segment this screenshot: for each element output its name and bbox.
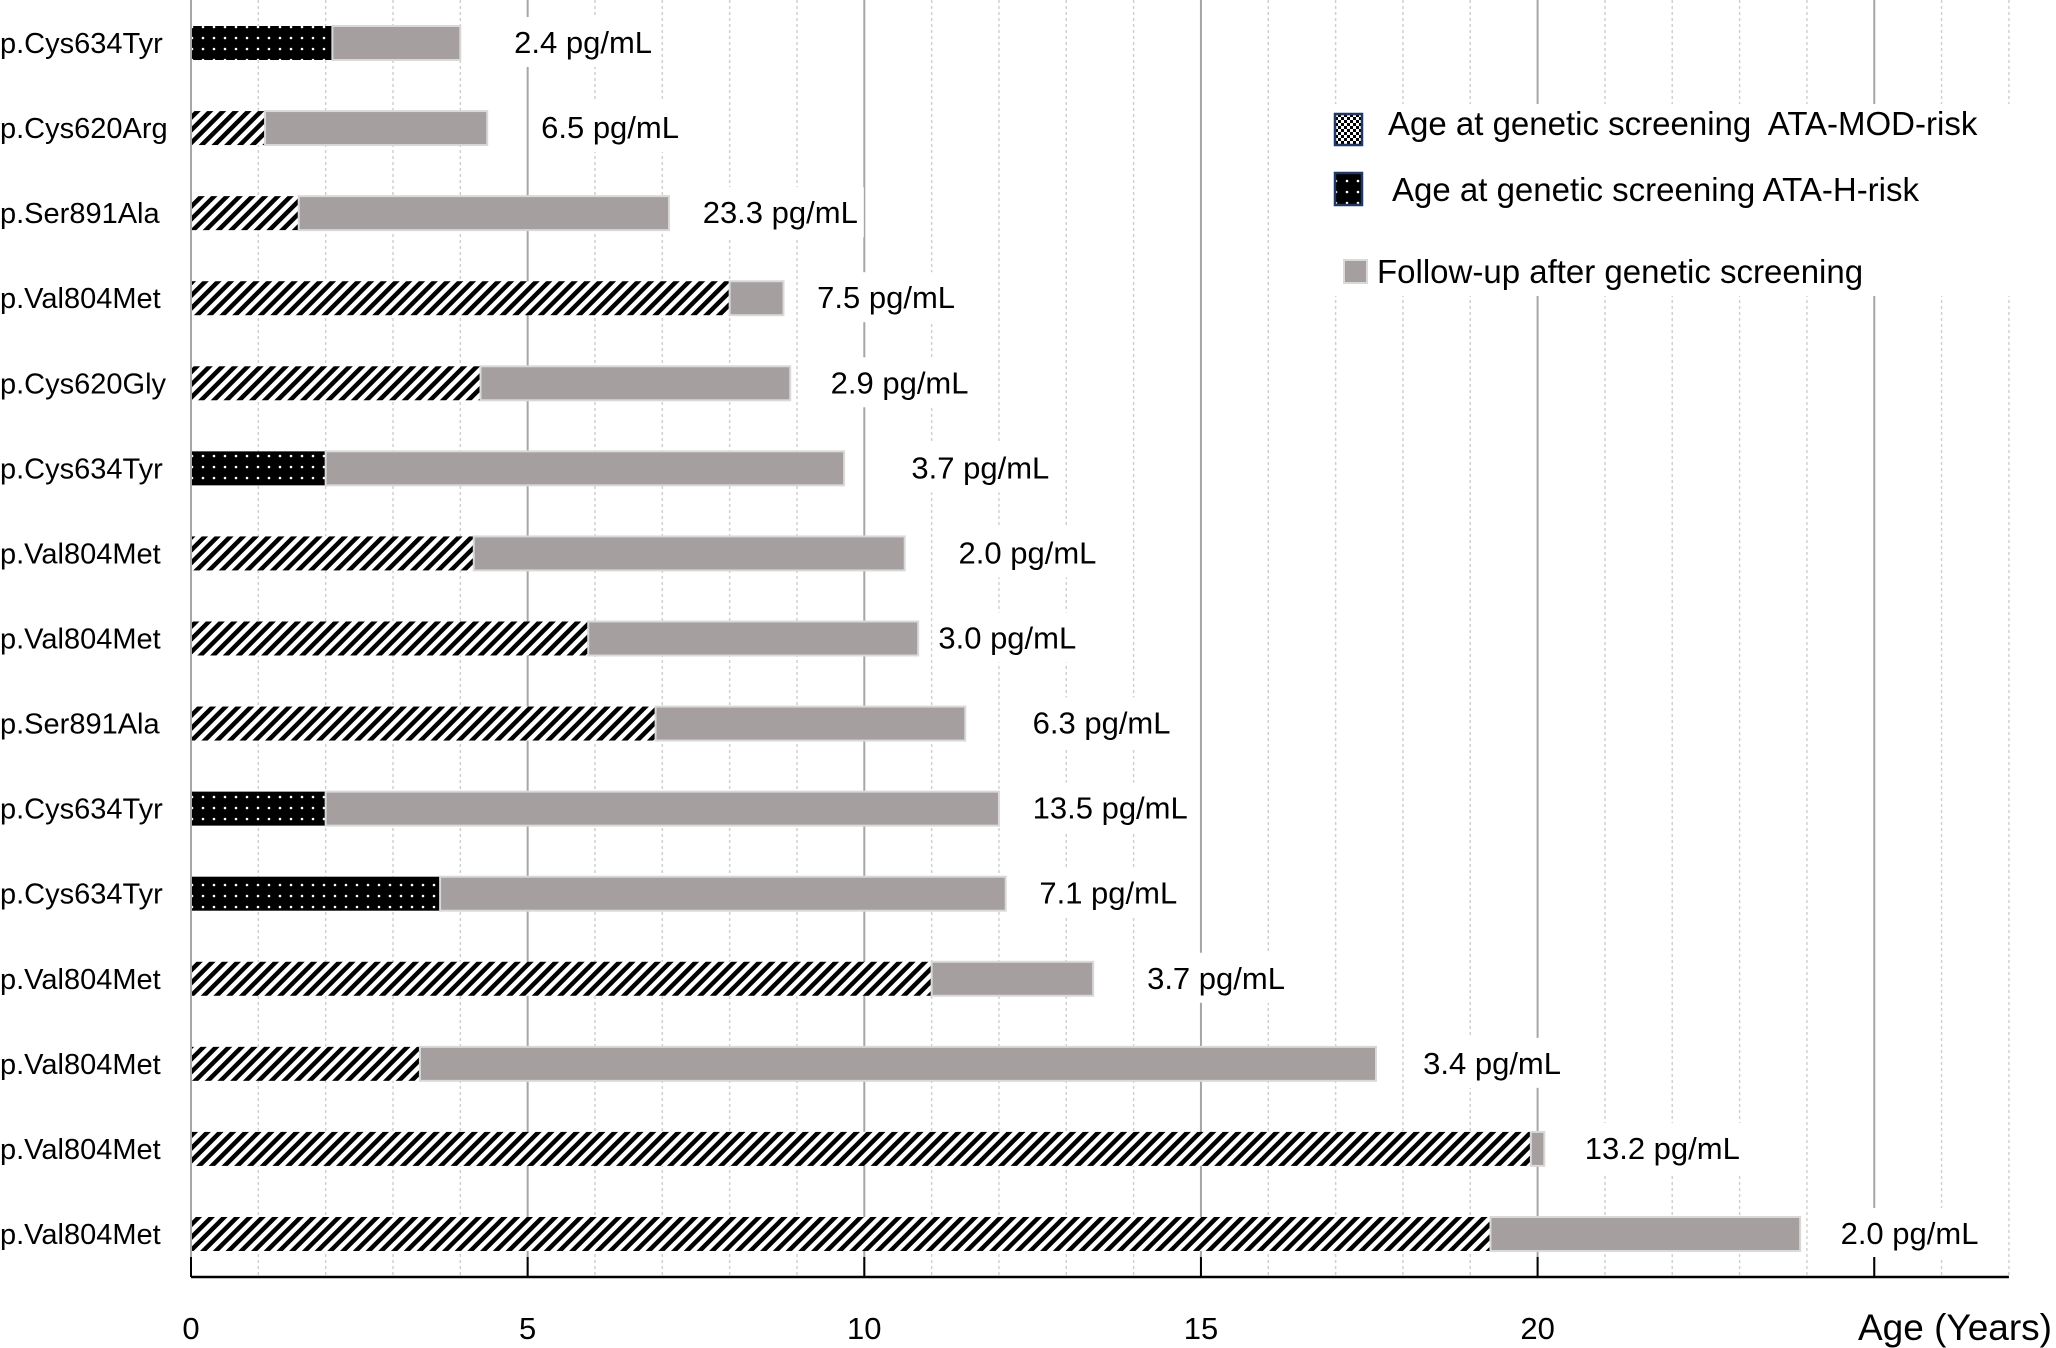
- legend-swatch-mod-risk: [1333, 112, 1364, 147]
- bar-followup: [297, 195, 671, 232]
- category-label: p.Val804Met: [0, 1219, 161, 1251]
- legend-label-followup: Follow-up after genetic screening: [1377, 253, 1863, 290]
- legend-swatch-followup: [1343, 259, 1368, 284]
- bar-followup: [930, 960, 1095, 997]
- value-label-background: [1417, 1037, 1568, 1088]
- bar-followup: [439, 875, 1007, 912]
- bar-screening-age-mod-risk: [191, 706, 656, 741]
- category-label: p.Val804Met: [0, 538, 161, 570]
- value-label-background: [1026, 697, 1177, 748]
- bar-followup: [1529, 1130, 1546, 1167]
- value-label: 3.7 pg/mL: [911, 450, 1049, 485]
- value-label: 7.1 pg/mL: [1039, 876, 1177, 911]
- category-label: p.Ser891Ala: [0, 709, 160, 741]
- bar-screening-age-mod-risk: [191, 366, 481, 401]
- value-label: 2.9 pg/mL: [831, 365, 969, 400]
- legend-label-high-risk: Age at genetic screening ATA-H-risk: [1392, 171, 1920, 208]
- bar-followup: [418, 1045, 1378, 1082]
- bar-screening-age-mod-risk: [191, 281, 730, 316]
- value-label: 2.0 pg/mL: [1841, 1216, 1979, 1251]
- legend: Age at genetic screening ATA-MOD-risk Ag…: [1325, 104, 2040, 296]
- legend-background: [1325, 104, 2040, 296]
- legend-label-mod-risk: Age at genetic screening ATA-MOD-risk: [1388, 105, 1978, 142]
- bar-followup: [331, 25, 462, 61]
- value-label-background: [824, 357, 975, 408]
- x-tick-label: 0: [182, 1311, 199, 1346]
- category-label: p.Cys634Tyr: [0, 794, 163, 826]
- category-label: p.Val804Met: [0, 964, 161, 996]
- category-label: p.Ser891Ala: [0, 198, 160, 230]
- category-label: p.Val804Met: [0, 1134, 161, 1166]
- x-tick-label: 5: [519, 1311, 536, 1346]
- bar-followup: [587, 620, 920, 657]
- bars: [191, 25, 1802, 1252]
- category-label: p.Val804Met: [0, 1049, 161, 1081]
- value-label: 6.5 pg/mL: [541, 110, 679, 145]
- value-label-background: [905, 442, 1056, 493]
- category-label: p.Cys634Tyr: [0, 453, 163, 485]
- x-tick-label: 20: [1520, 1311, 1554, 1346]
- category-label: p.Cys634Tyr: [0, 28, 163, 60]
- category-label: p.Val804Met: [0, 623, 161, 655]
- value-label-background: [1834, 1207, 1985, 1258]
- value-label: 13.2 pg/mL: [1585, 1131, 1740, 1166]
- value-label-background: [696, 187, 864, 238]
- bar-screening-age-mod-risk: [191, 621, 589, 656]
- bar-screening-age-mod-risk: [191, 1216, 1491, 1251]
- bar-screening-age-mod-risk: [191, 536, 474, 571]
- bar-screening-age-high-risk: [191, 876, 441, 911]
- value-annotations: 2.4 pg/mL 6.5 pg/mL 23.3 pg/mL 7.5 pg/mL 2.9…: [508, 17, 1985, 1258]
- category-label: p.Cys620Gly: [0, 368, 167, 400]
- category-label: p.Cys634Tyr: [0, 879, 163, 911]
- category-labels: p.Cys634Tyr p.Cys620Arg p.Ser891Ala p.Val80…: [0, 28, 168, 1251]
- value-label-background: [932, 612, 1083, 663]
- value-label-background: [508, 17, 659, 67]
- bar-followup: [472, 535, 906, 572]
- bar-screening-age-mod-risk: [191, 196, 299, 231]
- value-label: 7.5 pg/mL: [817, 280, 955, 315]
- value-label-background: [952, 527, 1103, 578]
- value-label: 3.7 pg/mL: [1147, 961, 1285, 996]
- bar-screening-age-mod-risk: [191, 1131, 1531, 1166]
- bar-followup: [324, 790, 1000, 827]
- bar-screening-age-mod-risk: [191, 961, 932, 996]
- x-tick-label: 10: [847, 1311, 881, 1346]
- value-label: 3.0 pg/mL: [938, 620, 1076, 655]
- category-label: p.Cys620Arg: [0, 113, 168, 145]
- value-label-background: [1026, 782, 1194, 833]
- value-label-background: [1578, 1122, 1746, 1173]
- legend-swatch-high-risk: [1333, 171, 1364, 207]
- value-label: 3.4 pg/mL: [1423, 1046, 1561, 1081]
- bar-followup: [654, 705, 967, 742]
- x-axis: 0 5 10 15 20 Age (Years): [182, 0, 2052, 1348]
- bar-screening-age-mod-risk: [191, 1046, 420, 1081]
- bar-screening-age-high-risk: [191, 26, 333, 60]
- value-label: 23.3 pg/mL: [703, 195, 858, 230]
- x-axis-title: Age (Years): [1858, 1307, 2052, 1348]
- bar-followup: [479, 365, 792, 402]
- value-label: 13.5 pg/mL: [1033, 791, 1188, 826]
- value-label-background: [1141, 952, 1291, 1003]
- category-label: p.Val804Met: [0, 283, 161, 315]
- value-label-background: [811, 272, 962, 323]
- bar-followup: [324, 450, 846, 487]
- value-label: 2.4 pg/mL: [514, 25, 652, 60]
- bar-followup: [728, 280, 785, 317]
- bar-followup: [264, 110, 489, 147]
- value-label-background: [535, 102, 685, 153]
- bar-screening-age-mod-risk: [191, 111, 266, 146]
- bar-screening-age-high-risk: [191, 791, 326, 826]
- bar-screening-age-high-risk: [191, 451, 326, 486]
- value-label-background: [1033, 867, 1184, 918]
- bar-followup: [1489, 1215, 1802, 1252]
- x-tick-label: 15: [1184, 1311, 1218, 1346]
- value-label: 2.0 pg/mL: [959, 535, 1097, 570]
- value-label: 6.3 pg/mL: [1033, 706, 1171, 741]
